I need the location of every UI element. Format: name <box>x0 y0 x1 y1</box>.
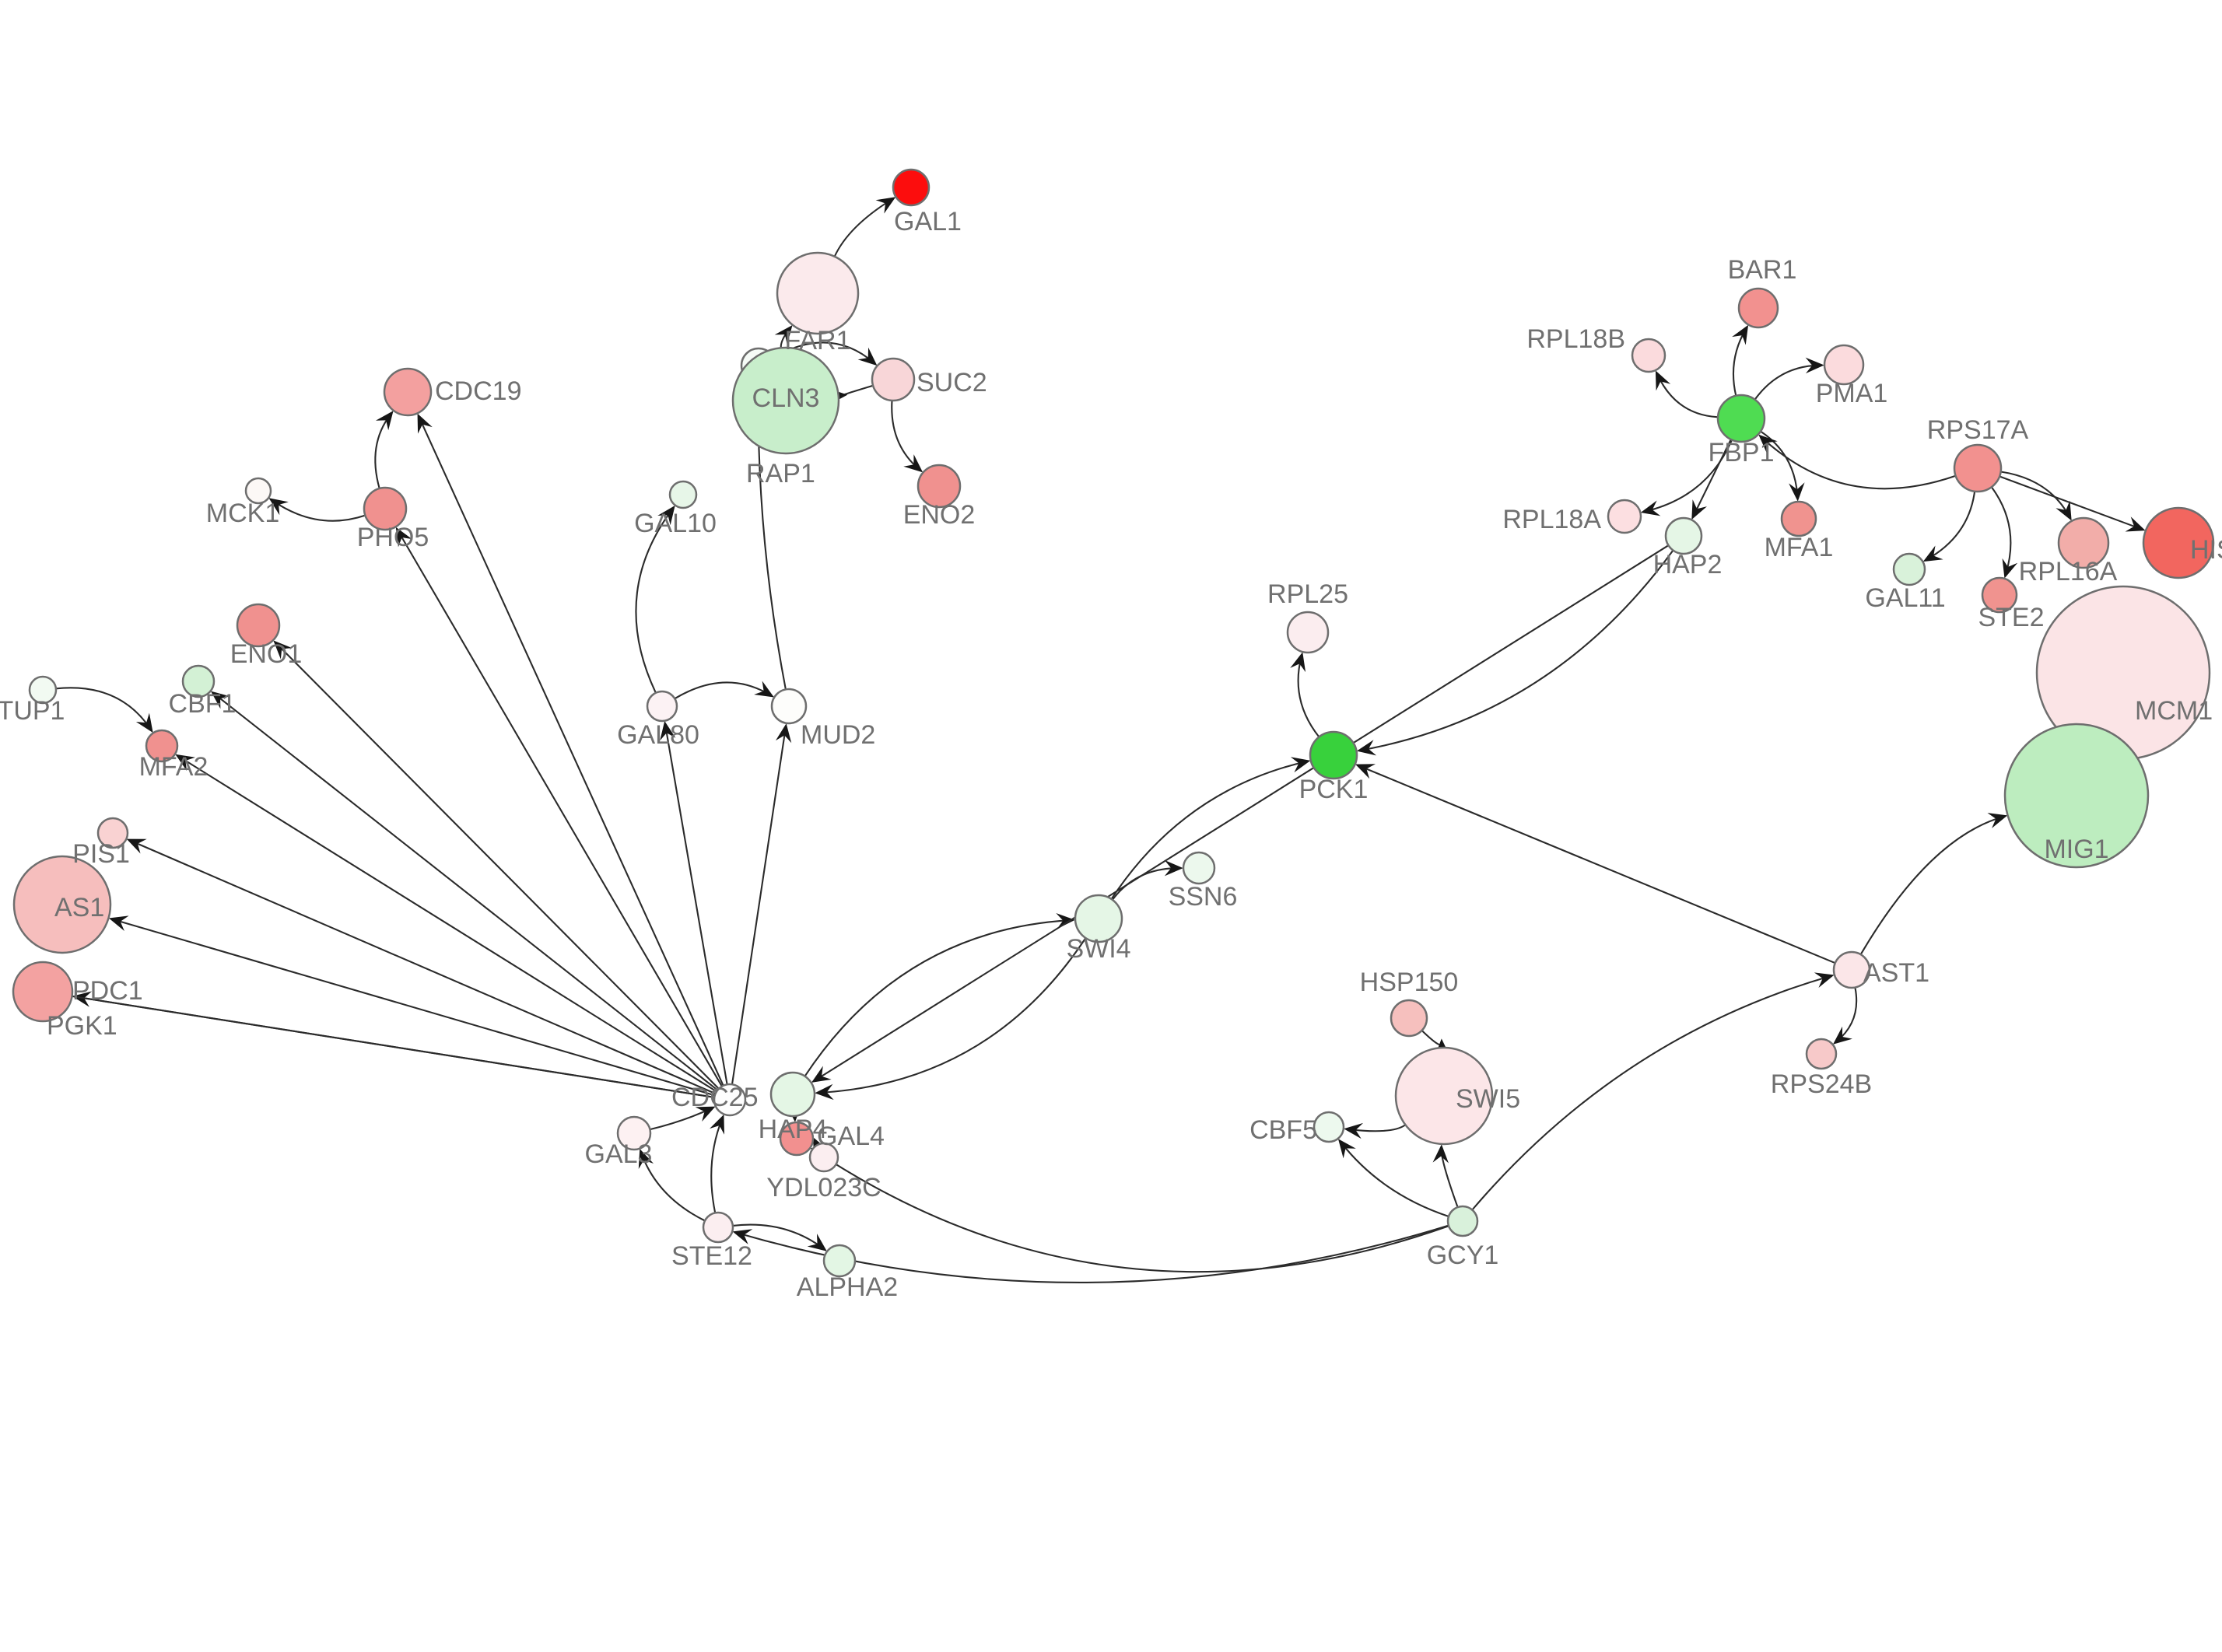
svg-text:HIS4: HIS4 <box>2190 535 2222 565</box>
svg-text:MIG1: MIG1 <box>2044 835 2108 864</box>
svg-text:SWI5: SWI5 <box>1456 1084 1520 1114</box>
svg-text:SWI4: SWI4 <box>1066 934 1130 964</box>
svg-text:PIS1: PIS1 <box>72 839 130 869</box>
svg-text:PGK1: PGK1 <box>47 1011 117 1041</box>
svg-text:ENO2: ENO2 <box>903 500 976 530</box>
svg-text:CLN3: CLN3 <box>752 383 820 413</box>
svg-text:MCK1: MCK1 <box>206 499 279 528</box>
svg-text:ENO1: ENO1 <box>230 639 303 669</box>
svg-text:PCK1: PCK1 <box>1299 775 1369 804</box>
svg-text:GCY1: GCY1 <box>1427 1241 1499 1270</box>
svg-text:SSN6: SSN6 <box>1169 882 1238 912</box>
svg-text:SUC2: SUC2 <box>916 368 987 397</box>
svg-text:MCM1: MCM1 <box>2135 696 2213 726</box>
svg-text:CBF1: CBF1 <box>169 689 237 719</box>
svg-text:HSP150: HSP150 <box>1360 968 1459 997</box>
svg-text:RPS24B: RPS24B <box>1771 1069 1872 1099</box>
svg-text:RAP1: RAP1 <box>746 459 815 488</box>
svg-text:FBP1: FBP1 <box>1708 438 1774 467</box>
svg-text:RPS17A: RPS17A <box>1927 415 2029 445</box>
svg-text:STE2: STE2 <box>1978 603 2044 632</box>
svg-text:PMA1: PMA1 <box>1816 379 1888 408</box>
svg-text:STE12: STE12 <box>671 1241 752 1271</box>
svg-text:GAL3: GAL3 <box>585 1139 653 1169</box>
svg-text:CDC19: CDC19 <box>435 376 521 406</box>
svg-text:HAP2: HAP2 <box>1653 550 1723 579</box>
svg-text:RPL18A: RPL18A <box>1502 505 1601 534</box>
svg-text:GAL11: GAL11 <box>1865 583 1945 613</box>
svg-text:AS1: AS1 <box>54 893 104 922</box>
svg-text:GAL80: GAL80 <box>617 720 699 750</box>
svg-text:ALPHA2: ALPHA2 <box>797 1272 898 1302</box>
svg-text:AST1: AST1 <box>1863 958 1929 988</box>
svg-text:FAR1: FAR1 <box>784 326 850 355</box>
svg-text:GAL4: GAL4 <box>817 1122 885 1151</box>
svg-text:PHO5: PHO5 <box>357 523 429 552</box>
svg-text:RPL16A: RPL16A <box>2019 557 2118 586</box>
svg-text:BAR1: BAR1 <box>1728 255 1797 285</box>
svg-text:TUP1: TUP1 <box>0 696 65 726</box>
svg-text:RPL18B: RPL18B <box>1526 324 1625 354</box>
svg-text:CBF5: CBF5 <box>1249 1115 1317 1145</box>
svg-text:PDC1: PDC1 <box>72 976 143 1006</box>
svg-text:CDC25: CDC25 <box>671 1083 758 1112</box>
svg-text:MFA2: MFA2 <box>139 752 209 782</box>
svg-text:GAL10: GAL10 <box>634 509 717 538</box>
svg-text:RPL25: RPL25 <box>1267 579 1348 609</box>
svg-text:GAL1: GAL1 <box>894 207 962 236</box>
svg-text:MUD2: MUD2 <box>801 720 875 750</box>
svg-text:YDL023C: YDL023C <box>766 1173 881 1202</box>
svg-text:MFA1: MFA1 <box>1765 533 1834 562</box>
